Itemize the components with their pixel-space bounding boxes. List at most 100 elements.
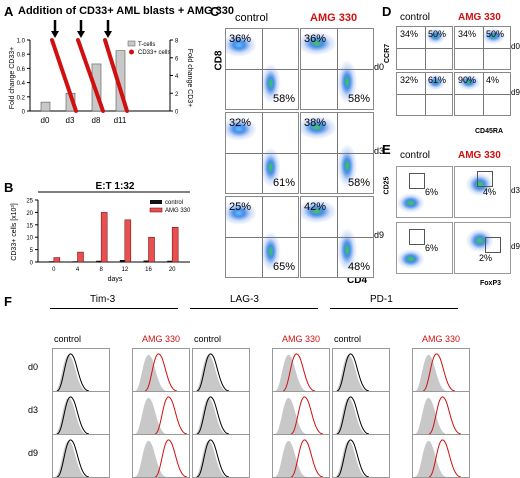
pct-right: 61% bbox=[428, 75, 447, 85]
y-axis-label-cd25: CD25 bbox=[383, 176, 391, 195]
panel-label-d: D bbox=[382, 4, 392, 19]
isotype-fill bbox=[415, 397, 447, 434]
header-amg330: AMG 330 bbox=[142, 334, 181, 344]
header-control: control bbox=[194, 334, 222, 344]
legend-label-t-cells: T-cells bbox=[138, 42, 155, 48]
panel-b-title: E:T 1:32 bbox=[96, 181, 135, 192]
histogram-svg bbox=[195, 439, 230, 477]
pct-lower-right: 58% bbox=[272, 93, 295, 105]
histogram-line bbox=[336, 396, 370, 434]
panel-e: control AMG 330 CD25 FoxP3 6% 4% d3 6% 2% d9 bbox=[380, 140, 520, 290]
legend-swatch-amg330 bbox=[149, 207, 163, 213]
scatter-amg330: 90% 4% bbox=[454, 72, 511, 116]
quadrant-line-v bbox=[262, 197, 263, 277]
row-day-label: d0 bbox=[511, 42, 520, 51]
panel-c: control AMG 330 CD8 CD4 36% 58% 36% 58% d0 32% 61%… bbox=[205, 0, 385, 290]
isotype-fill bbox=[415, 440, 447, 477]
row-day-label: d3 bbox=[28, 405, 39, 415]
histogram-svg bbox=[415, 396, 462, 434]
marker-title-pd-1: PD-1 bbox=[370, 294, 393, 305]
x-axis-label-cd4: CD4 bbox=[347, 275, 368, 286]
bar-amg330 bbox=[100, 212, 108, 263]
pct-upper-left: 36% bbox=[304, 33, 327, 45]
quadrant-line-v bbox=[262, 113, 263, 193]
histogram-ctrl bbox=[332, 348, 390, 392]
y-tick-label: 25 bbox=[26, 199, 33, 205]
isotype-fill bbox=[195, 397, 227, 434]
histogram-line bbox=[196, 353, 230, 391]
histogram-line bbox=[154, 439, 188, 477]
histogram-line bbox=[290, 396, 324, 434]
marker-title-tim-3: Tim-3 bbox=[90, 294, 116, 305]
histogram-ctrl bbox=[52, 391, 110, 435]
x-tick-label: 4 bbox=[76, 267, 80, 273]
panel-label-c: C bbox=[210, 4, 220, 19]
pct-right: 50% bbox=[486, 29, 505, 39]
histogram-svg bbox=[415, 353, 456, 391]
panel-label-e: E bbox=[382, 142, 391, 157]
pct-gate: 6% bbox=[425, 187, 439, 197]
scatter-control: 34% 50% bbox=[396, 26, 453, 70]
marker-title-lag-3: LAG-3 bbox=[230, 294, 259, 305]
y-axis-label-left: Fold change CD33+ bbox=[9, 47, 16, 109]
row-day-label: d3 bbox=[511, 186, 520, 195]
pct-lower-right: 48% bbox=[347, 261, 370, 273]
histogram-line bbox=[56, 396, 90, 434]
isotype-fill bbox=[135, 440, 167, 477]
left-tick-label: 0.4 bbox=[17, 81, 26, 87]
quadrant-line-v bbox=[262, 29, 263, 109]
row-day-label: d0 bbox=[374, 62, 385, 72]
histogram-line bbox=[336, 353, 370, 391]
bar-control bbox=[119, 260, 125, 262]
right-tick-label: 2 bbox=[175, 92, 179, 98]
histogram-svg bbox=[195, 353, 230, 391]
left-tick-label: 1.0 bbox=[17, 39, 26, 45]
down-arrow-icon bbox=[104, 31, 112, 38]
right-tick-label: 0 bbox=[175, 110, 179, 116]
panel-f: Tim-3 control AMG 330 LAG-3 control AMG 330 PD… bbox=[0, 292, 520, 478]
histogram-amg bbox=[412, 391, 470, 435]
isotype-fill bbox=[275, 440, 307, 477]
histogram-svg bbox=[135, 353, 178, 391]
cd33-line bbox=[50, 38, 78, 113]
histogram-line bbox=[196, 439, 230, 477]
header-control: control bbox=[54, 334, 82, 344]
row-day-label: d3 bbox=[374, 146, 385, 156]
pct-gate: 6% bbox=[425, 243, 439, 253]
right-tick-label: 4 bbox=[175, 74, 179, 80]
histogram-amg bbox=[132, 434, 190, 478]
x-tick-label: d8 bbox=[92, 116, 101, 125]
histogram-amg bbox=[272, 391, 330, 435]
pct-lower-right: 61% bbox=[272, 177, 295, 189]
bar-control bbox=[96, 260, 102, 262]
bar-control bbox=[48, 261, 54, 262]
histogram-svg bbox=[415, 439, 462, 477]
pct-lower-right: 65% bbox=[272, 261, 295, 273]
panel-label-f: F bbox=[4, 294, 12, 309]
legend-swatch-t-cells bbox=[127, 40, 136, 47]
cd33-line bbox=[103, 38, 129, 113]
legend-swatch-control bbox=[150, 200, 162, 204]
pct-gate: 4% bbox=[483, 187, 497, 197]
row-day-label: d9 bbox=[511, 242, 520, 251]
histogram-line bbox=[428, 439, 462, 477]
right-tick-label: 6 bbox=[175, 56, 179, 62]
histogram-svg bbox=[195, 396, 230, 434]
gate-box bbox=[409, 173, 425, 189]
panel-a-title: Addition of CD33+ AML blasts + AMG 330 bbox=[18, 5, 234, 17]
header-control: control bbox=[400, 12, 431, 23]
histogram-ctrl bbox=[52, 348, 110, 392]
isotype-fill bbox=[195, 354, 227, 391]
row-day-label: d9 bbox=[28, 448, 39, 458]
histogram-line bbox=[154, 396, 188, 434]
x-tick-label: 0 bbox=[52, 267, 56, 273]
x-axis-label: days bbox=[108, 276, 123, 283]
bar-amg330 bbox=[124, 219, 132, 263]
marker-underline bbox=[330, 308, 458, 309]
panel-a-chart: 0 0.2 0.4 0.6 0.8 1.0 0 2 4 6 8 d0 d3 d8 d11 T-cells CD3… bbox=[9, 20, 193, 125]
pct-gate: 2% bbox=[479, 253, 493, 263]
pct-right: 50% bbox=[428, 29, 447, 39]
scatter-amg330: 36% 58% bbox=[300, 28, 374, 110]
pct-left: 34% bbox=[400, 29, 419, 39]
row-day-label: d0 bbox=[28, 362, 39, 372]
